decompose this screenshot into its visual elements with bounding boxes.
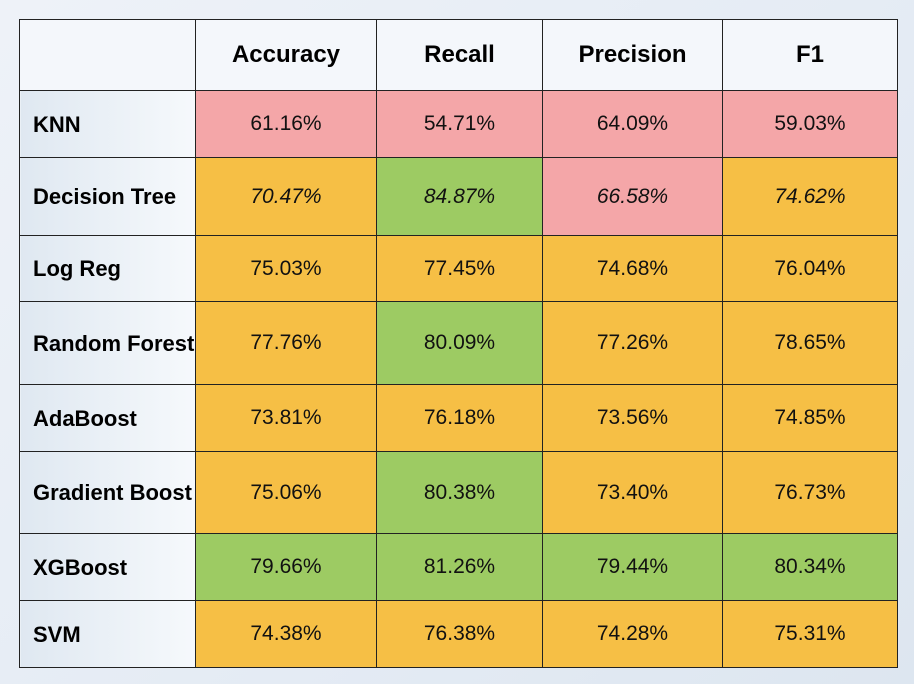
cell-f1: 75.31%: [722, 600, 898, 668]
table-row: SVM 74.38% 76.38% 74.28% 75.31%: [19, 600, 898, 668]
cell-recall: 77.45%: [376, 235, 543, 302]
cell-recall: 54.71%: [376, 90, 543, 158]
cell-precision: 77.26%: [542, 301, 723, 385]
table-row: Decision Tree 70.47% 84.87% 66.58% 74.62%: [19, 157, 898, 236]
cell-f1: 74.85%: [722, 384, 898, 452]
row-header: AdaBoost: [19, 384, 196, 452]
cell-recall: 76.38%: [376, 600, 543, 668]
col-header-recall: Recall: [376, 19, 543, 91]
cell-precision: 74.28%: [542, 600, 723, 668]
row-header: Log Reg: [19, 235, 196, 302]
cell-precision: 73.40%: [542, 451, 723, 534]
cell-precision: 73.56%: [542, 384, 723, 452]
table-row: KNN 61.16% 54.71% 64.09% 59.03%: [19, 90, 898, 158]
cell-accuracy: 77.76%: [195, 301, 377, 385]
table-row: AdaBoost 73.81% 76.18% 73.56% 74.85%: [19, 384, 898, 452]
row-header: Random Forest: [19, 301, 196, 385]
cell-f1: 74.62%: [722, 157, 898, 236]
cell-recall: 80.09%: [376, 301, 543, 385]
cell-precision: 79.44%: [542, 533, 723, 601]
cell-accuracy: 79.66%: [195, 533, 377, 601]
cell-recall: 76.18%: [376, 384, 543, 452]
cell-f1: 78.65%: [722, 301, 898, 385]
cell-accuracy: 70.47%: [195, 157, 377, 236]
metrics-table: Accuracy Recall Precision F1 KNN 61.16% 54…: [19, 19, 898, 668]
cell-accuracy: 74.38%: [195, 600, 377, 668]
col-header-accuracy: Accuracy: [195, 19, 377, 91]
cell-accuracy: 75.03%: [195, 235, 377, 302]
cell-f1: 76.73%: [722, 451, 898, 534]
cell-recall: 80.38%: [376, 451, 543, 534]
row-header: SVM: [19, 600, 196, 668]
col-header-f1: F1: [722, 19, 898, 91]
row-header: KNN: [19, 90, 196, 158]
header-row: Accuracy Recall Precision F1: [19, 19, 898, 91]
table-row: XGBoost 79.66% 81.26% 79.44% 80.34%: [19, 533, 898, 601]
cell-f1: 80.34%: [722, 533, 898, 601]
row-header: XGBoost: [19, 533, 196, 601]
corner-cell: [19, 19, 196, 91]
table-row: Random Forest 77.76% 80.09% 77.26% 78.65%: [19, 301, 898, 385]
cell-accuracy: 73.81%: [195, 384, 377, 452]
cell-precision: 66.58%: [542, 157, 723, 236]
row-header: Gradient Boost: [19, 451, 196, 534]
cell-precision: 74.68%: [542, 235, 723, 302]
cell-f1: 59.03%: [722, 90, 898, 158]
cell-f1: 76.04%: [722, 235, 898, 302]
row-header: Decision Tree: [19, 157, 196, 236]
col-header-precision: Precision: [542, 19, 723, 91]
cell-recall: 81.26%: [376, 533, 543, 601]
table-row: Log Reg 75.03% 77.45% 74.68% 76.04%: [19, 235, 898, 302]
cell-precision: 64.09%: [542, 90, 723, 158]
cell-accuracy: 75.06%: [195, 451, 377, 534]
table-row: Gradient Boost 75.06% 80.38% 73.40% 76.73%: [19, 451, 898, 534]
cell-accuracy: 61.16%: [195, 90, 377, 158]
cell-recall: 84.87%: [376, 157, 543, 236]
